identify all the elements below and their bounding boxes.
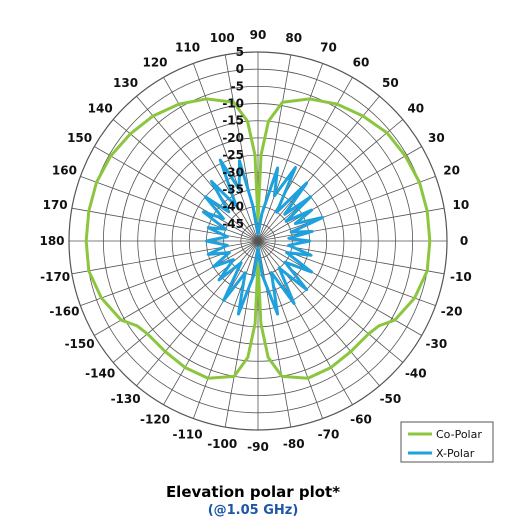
series-line-x-polar (201, 158, 325, 316)
angle-tick-label: 130 (113, 76, 138, 90)
grid-spoke (94, 146, 259, 242)
grid-spoke (257, 119, 404, 242)
grid-spoke (257, 63, 324, 242)
angle-tick-label: -20 (441, 304, 463, 318)
series-layer (84, 97, 432, 380)
legend-label-x-polar: X-Polar (436, 447, 475, 460)
grid-spoke (257, 240, 404, 363)
angle-tick-label: 180 (39, 234, 64, 248)
radial-tick-label: 0 (236, 62, 244, 76)
angle-tick-label: -160 (49, 304, 79, 318)
chart-title: Elevation polar plot* (165, 483, 341, 501)
grid-spoke (257, 207, 445, 242)
angle-tick-label: 80 (285, 31, 302, 45)
radial-tick-label: -20 (222, 131, 244, 145)
angle-tick-label: 110 (175, 40, 200, 54)
legend-label-co-polar: Co-Polar (436, 428, 482, 441)
polar-grid (68, 51, 448, 431)
angle-tick-label: -10 (450, 270, 472, 284)
angle-tick-label: -170 (40, 270, 70, 284)
angle-tick-label: 100 (210, 31, 235, 45)
label-layer: 90 80706050403020100-10-20-30-40-50-60-70… (39, 28, 471, 454)
angle-tick-label: -80 (283, 437, 305, 451)
angle-tick-label: 160 (52, 164, 77, 178)
legend-box (400, 421, 494, 463)
radial-tick-label: 5 (236, 45, 244, 59)
series-line-co-polar (84, 97, 432, 380)
grid-spoke (257, 240, 353, 405)
radial-tick-label: -35 (222, 182, 244, 196)
angle-tick-label: 150 (67, 131, 92, 145)
angle-tick-label: -30 (426, 337, 448, 351)
angle-tick-label: -140 (85, 366, 115, 380)
angle-tick-label: -90 (247, 440, 269, 454)
radial-tick-label: -15 (222, 114, 244, 128)
grid-spoke (224, 240, 259, 428)
angle-tick-label: 70 (320, 40, 337, 54)
grid-spoke (257, 240, 324, 419)
grid-spoke (192, 63, 259, 242)
angle-tick-label: 60 (353, 56, 370, 70)
angle-tick-label: -60 (350, 412, 372, 426)
angle-tick-label: 170 (43, 198, 68, 212)
grid-spoke (163, 240, 259, 405)
angle-tick-label: 20 (443, 164, 460, 178)
angle-tick-label: 0 (460, 234, 468, 248)
grid-spoke (257, 240, 292, 428)
angle-tick-label: 30 (428, 131, 445, 145)
angle-tick-label: -110 (173, 428, 203, 442)
grid-spoke (80, 175, 259, 242)
angle-tick-label: 140 (88, 102, 113, 116)
radial-tick-label: -45 (222, 217, 244, 231)
legend: Co-Polar X-Polar (400, 421, 494, 463)
grid-spoke (257, 95, 380, 242)
angle-tick-label: -150 (65, 337, 95, 351)
angle-tick-label: 120 (142, 56, 167, 70)
angle-tick-label: -100 (207, 437, 237, 451)
grid-spoke (192, 240, 259, 419)
angle-tick-label: -70 (318, 428, 340, 442)
radial-tick-label: -40 (222, 200, 244, 214)
grid-spoke (257, 175, 436, 242)
chart-subtitle: (@1.05 GHz) (207, 503, 299, 518)
angle-tick-label: 50 (382, 76, 399, 90)
angle-tick-label: 40 (407, 102, 424, 116)
grid-spoke (257, 240, 380, 387)
radial-tick-label: -5 (231, 79, 244, 93)
grid-spoke (257, 146, 422, 242)
grid-spoke (112, 119, 259, 242)
grid-spoke (136, 95, 259, 242)
angle-tick-label: -50 (380, 392, 402, 406)
angle-tick-label: -120 (140, 412, 170, 426)
radial-tick-label: -10 (222, 97, 244, 111)
angle-tick-label: 90 (250, 28, 267, 42)
radial-tick-label: -30 (222, 165, 244, 179)
radial-tick-label: -25 (222, 148, 244, 162)
angle-tick-label: 10 (453, 198, 470, 212)
angle-tick-label: -40 (405, 366, 427, 380)
angle-tick-label: -130 (111, 392, 141, 406)
